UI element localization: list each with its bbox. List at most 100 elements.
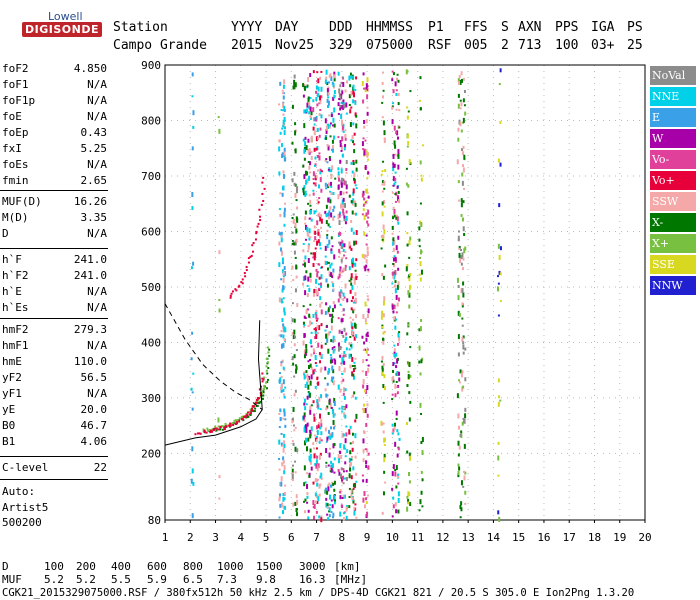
autoscaler-name: Artist5 bbox=[2, 501, 49, 514]
echo-dot bbox=[332, 216, 335, 221]
echo-dot bbox=[309, 453, 312, 459]
echo-dot bbox=[284, 202, 287, 205]
x-trace-point bbox=[202, 428, 205, 431]
echo-dot bbox=[393, 239, 396, 245]
echo-dot bbox=[329, 313, 332, 317]
echo-dot bbox=[366, 188, 369, 194]
echo-dot bbox=[328, 271, 331, 277]
echo-dot bbox=[280, 234, 283, 238]
echo-dot bbox=[394, 81, 397, 87]
echo-dot bbox=[354, 297, 357, 303]
file-info-line: CGK21_2015329075000.RSF / 380fx512h 50 k… bbox=[2, 587, 635, 599]
echo-dot bbox=[282, 433, 285, 438]
echo-dot bbox=[353, 177, 356, 181]
echo-dot bbox=[282, 262, 285, 265]
echo-dot bbox=[461, 78, 464, 83]
echo-dot bbox=[344, 267, 347, 271]
echo-dot bbox=[382, 120, 385, 126]
echo-dot bbox=[306, 250, 309, 253]
echo-dot bbox=[342, 313, 345, 316]
echo-dot bbox=[409, 90, 412, 93]
x-trace-point bbox=[236, 419, 239, 422]
echo-dot bbox=[395, 417, 398, 420]
echo-dot bbox=[328, 239, 331, 245]
echo-dot bbox=[318, 113, 321, 117]
echo-dot bbox=[302, 340, 305, 346]
echo-dot bbox=[361, 407, 364, 410]
echo-dot bbox=[351, 440, 354, 444]
echo-dot bbox=[381, 95, 384, 99]
echo-dot bbox=[319, 413, 322, 419]
echo-dot bbox=[361, 80, 364, 86]
echo-dot bbox=[334, 348, 337, 352]
echo-dot bbox=[320, 266, 323, 269]
echo-dot bbox=[312, 400, 315, 404]
echo-dot bbox=[316, 376, 319, 379]
echo-dot bbox=[306, 381, 309, 385]
echo-dot bbox=[283, 409, 286, 412]
echo-dot bbox=[391, 225, 394, 230]
echo-dot bbox=[457, 413, 460, 419]
echo-dot bbox=[191, 446, 194, 452]
echo-dot bbox=[319, 95, 322, 101]
echo-dot bbox=[292, 406, 295, 412]
param-value: N/A bbox=[87, 387, 107, 400]
echo-dot bbox=[343, 296, 346, 299]
echo-dot bbox=[383, 138, 386, 144]
echo-dot bbox=[462, 98, 465, 103]
echo-dot bbox=[326, 503, 329, 509]
echo-dot bbox=[393, 353, 396, 358]
x-trace-point bbox=[206, 427, 209, 430]
echo-dot bbox=[344, 354, 347, 358]
o-trace-point bbox=[241, 282, 244, 285]
legend-item: E bbox=[650, 108, 696, 127]
echo-dot bbox=[279, 81, 282, 86]
echo-dot bbox=[313, 117, 316, 122]
echo-dot bbox=[315, 278, 318, 284]
echo-dot bbox=[391, 232, 394, 235]
echo-dot bbox=[393, 344, 396, 347]
echo-dot bbox=[392, 89, 395, 94]
echo-dot bbox=[310, 135, 313, 140]
header-value-ddd: 329 bbox=[329, 38, 353, 53]
echo-dot bbox=[306, 395, 309, 400]
echo-dot bbox=[394, 393, 397, 398]
echo-dot bbox=[362, 99, 365, 104]
echo-dot bbox=[346, 449, 349, 454]
echo-dot bbox=[192, 261, 195, 266]
echo-dot bbox=[355, 516, 358, 519]
echo-dot bbox=[312, 252, 315, 256]
echo-dot bbox=[392, 102, 395, 105]
echo-dot bbox=[362, 479, 365, 483]
echo-dot bbox=[396, 185, 399, 189]
echo-dot bbox=[392, 369, 395, 373]
echo-dot bbox=[393, 275, 396, 280]
echo-dot bbox=[394, 441, 397, 447]
echo-dot bbox=[326, 382, 329, 386]
echo-dot bbox=[306, 84, 309, 88]
echo-dot bbox=[361, 253, 364, 258]
echo-dot bbox=[407, 290, 410, 296]
echo-dot bbox=[381, 190, 384, 193]
echo-dot bbox=[406, 115, 409, 120]
echo-dot bbox=[381, 367, 384, 372]
echo-dot bbox=[339, 495, 342, 500]
echo-dot bbox=[346, 80, 349, 84]
echo-dot bbox=[348, 266, 351, 271]
echo-dot bbox=[281, 444, 284, 447]
echo-dot bbox=[304, 141, 307, 147]
echo-dot bbox=[396, 284, 399, 290]
echo-dot bbox=[295, 507, 298, 510]
echo-dot bbox=[341, 318, 344, 323]
echo-dot bbox=[318, 454, 321, 460]
echo-dot bbox=[278, 103, 281, 106]
echo-dot bbox=[330, 250, 333, 254]
echo-dot bbox=[310, 137, 313, 143]
echo-dot bbox=[308, 288, 311, 293]
echo-dot bbox=[361, 370, 364, 373]
echo-dot bbox=[457, 180, 460, 184]
echo-dot bbox=[353, 322, 356, 328]
x-trace-point bbox=[212, 427, 215, 430]
echo-dot bbox=[302, 192, 305, 196]
